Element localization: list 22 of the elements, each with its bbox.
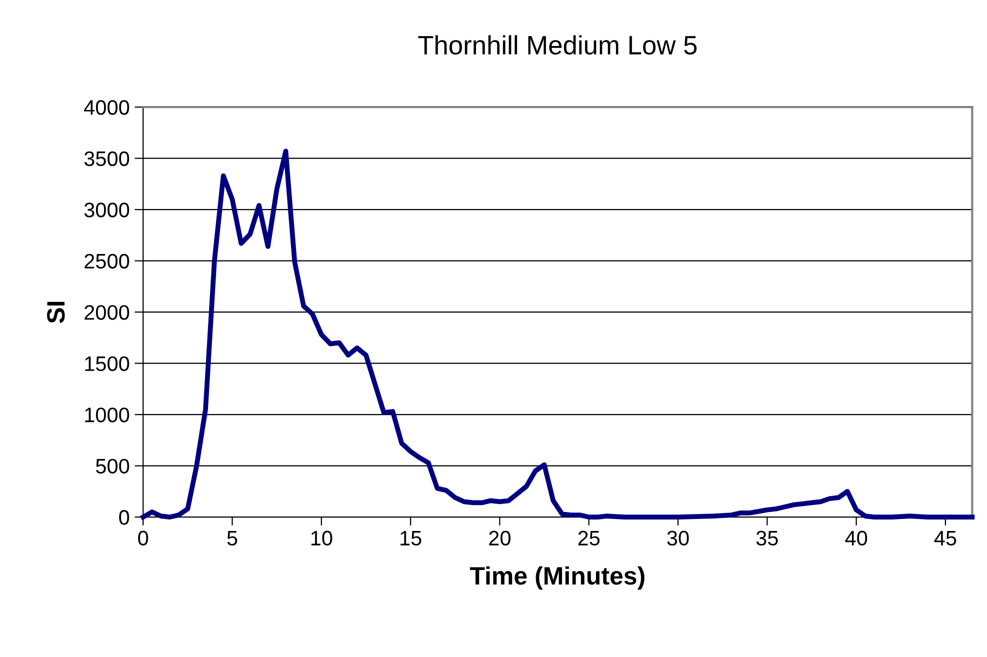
y-tick-label: 1000: [85, 408, 130, 422]
x-tick-label: 0: [138, 530, 148, 546]
y-axis-title: SI: [47, 302, 65, 324]
x-tick-label: 15: [400, 531, 422, 546]
y-tick-label: 2500: [84, 254, 130, 269]
y-tick-label: 1500: [85, 356, 130, 372]
y-tick-label: 4000: [84, 100, 130, 115]
x-tick-label: 45: [934, 531, 956, 546]
x-tick-label: 10: [311, 530, 332, 546]
chart-title: Thornhill Medium Low 5: [418, 35, 697, 55]
x-tick-label: 5: [227, 531, 238, 546]
x-tick-label: 20: [489, 530, 510, 546]
y-tick-label: 500: [96, 458, 130, 474]
y-tick-label: 3500: [84, 151, 130, 166]
x-tick-label: 30: [667, 530, 689, 546]
x-axis-title: Time (Minutes): [470, 566, 644, 590]
y-tick-label: 3000: [84, 202, 130, 218]
x-tick-label: 35: [756, 530, 778, 546]
x-tick-label: 25: [578, 530, 600, 546]
x-tick-label: 40: [845, 530, 868, 546]
y-tick-label: 0: [119, 510, 130, 525]
y-tick-label: 2000: [84, 305, 130, 320]
